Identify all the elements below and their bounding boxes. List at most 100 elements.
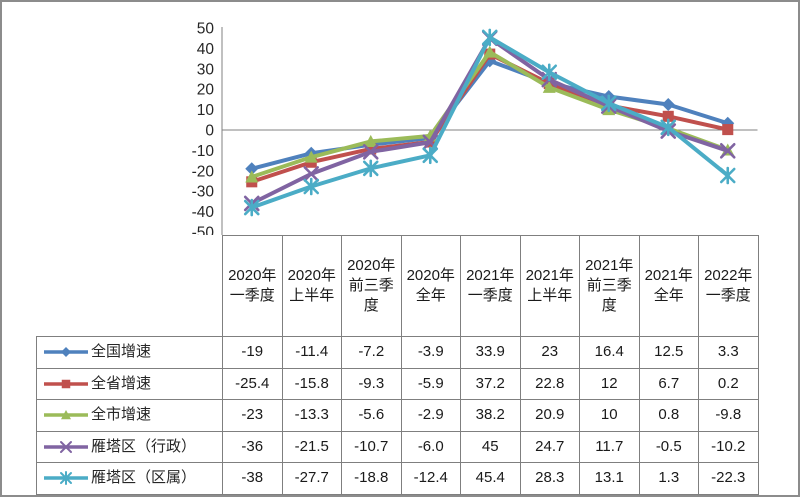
asterisk-marker-icon xyxy=(600,94,617,113)
value-cell: 45 xyxy=(460,430,521,463)
x-marker-icon xyxy=(362,144,379,160)
value-cell: -2.9 xyxy=(400,399,461,432)
value-cell: 37.2 xyxy=(460,367,521,400)
asterisk-marker-icon xyxy=(541,63,558,82)
value-cell: 1.3 xyxy=(638,462,699,495)
value-cell: -38 xyxy=(222,462,283,495)
y-axis-label: -10 xyxy=(192,143,215,160)
value-cell: -10.2 xyxy=(698,430,759,463)
value-cell: -10.7 xyxy=(341,430,402,463)
category-header-cell: 2021年前三季度 xyxy=(579,235,640,337)
triangle-marker-icon xyxy=(61,410,71,420)
value-cell: 20.9 xyxy=(519,399,580,432)
table-row: 全市增速 -23 -13.3 -5.6 -2.9 38.2 20.9 10 0.8 -9.8 xyxy=(36,399,759,432)
value-cell: -22.3 xyxy=(698,462,759,495)
category-header-cell: 2020年上半年 xyxy=(281,235,342,337)
asterisk-marker-icon xyxy=(719,166,736,185)
value-cell: -9.8 xyxy=(698,399,759,432)
asterisk-series-legend-icon xyxy=(44,471,88,486)
table-row: 全国增速 -19 -11.4 -7.2 -3.9 33.9 23 16.4 12.5 3.3 xyxy=(36,336,759,369)
series-name: 雁塔区（区属） xyxy=(91,469,197,487)
diamond-marker-icon xyxy=(721,116,735,130)
triangle-marker-icon xyxy=(483,45,497,58)
square-series-legend-icon xyxy=(44,379,88,388)
value-cell: -13.3 xyxy=(281,399,342,432)
x-marker-icon xyxy=(719,143,736,159)
diamond-marker-icon xyxy=(61,347,71,358)
y-axis-label: 0 xyxy=(205,123,214,140)
triangle-marker-icon xyxy=(245,170,259,183)
category-header-cell: 2021年上半年 xyxy=(519,235,580,337)
x-series-legend-icon xyxy=(44,440,88,453)
category-header-cell: 2020年全年 xyxy=(400,235,461,337)
value-cell: -5.9 xyxy=(400,367,461,400)
value-cell: 6.7 xyxy=(638,367,699,400)
square-marker-icon xyxy=(662,110,674,122)
series-name: 全市增速 xyxy=(91,406,152,424)
category-header-cell: 2021年全年 xyxy=(638,235,699,337)
value-cell: 24.7 xyxy=(519,430,580,463)
value-cell: -23 xyxy=(222,399,283,432)
legend-cell: 全省增速 xyxy=(36,367,223,400)
series-name: 全省增速 xyxy=(91,374,152,392)
triangle-marker-icon xyxy=(364,134,378,147)
table-header: 2020年一季度 2020年上半年 2020年前三季度 2020年全年 2021年一季度… xyxy=(37,235,759,337)
asterisk-marker-icon xyxy=(303,177,320,196)
category-header-row: 2020年一季度 2020年上半年 2020年前三季度 2020年全年 2021年一季度… xyxy=(37,235,759,337)
value-cell: -0.5 xyxy=(638,430,699,463)
diamond-marker-icon xyxy=(661,98,675,111)
value-cell: 3.3 xyxy=(698,336,759,369)
y-axis-label: -50 xyxy=(192,225,215,236)
triangle-marker-icon xyxy=(304,150,318,163)
asterisk-marker-icon xyxy=(660,118,677,137)
category-header-cell: 2021年一季度 xyxy=(460,235,521,337)
value-cell: 12 xyxy=(579,367,640,400)
value-cell: 16.4 xyxy=(579,336,640,369)
value-cell: -36 xyxy=(222,430,283,463)
series-name: 雁塔区（行政） xyxy=(91,437,197,455)
value-cell: -15.8 xyxy=(281,367,342,400)
y-axis-label: 50 xyxy=(197,21,215,38)
data-series xyxy=(246,48,734,188)
table-row: 雁塔区（区属） -38 -27.7 -18.8 -12.4 45.4 28.3 13.1 1.3… xyxy=(36,462,759,495)
value-cell: 13.1 xyxy=(579,462,640,495)
x-marker-icon xyxy=(60,440,72,453)
value-cell: 10 xyxy=(579,399,640,432)
asterisk-marker-icon xyxy=(243,198,260,217)
value-cell: 12.5 xyxy=(638,336,699,369)
value-cell: -11.4 xyxy=(281,336,342,369)
value-cell: 23 xyxy=(519,336,580,369)
value-cell: -12.4 xyxy=(400,462,461,495)
legend-cell: 雁塔区（区属） xyxy=(36,462,223,495)
value-cell: -7.2 xyxy=(341,336,402,369)
triangle-marker-icon xyxy=(542,80,556,93)
value-cell: 45.4 xyxy=(460,462,521,495)
diamond-marker-icon xyxy=(245,162,259,176)
value-cell: 0.2 xyxy=(698,367,759,400)
value-cell: -6.0 xyxy=(400,430,461,463)
triangle-series-legend-icon xyxy=(44,410,88,420)
y-axis-label: -30 xyxy=(192,184,215,201)
diamond-series-legend-icon xyxy=(44,347,88,358)
y-axis-label: -20 xyxy=(192,163,215,180)
data-series xyxy=(243,28,736,217)
y-axis-label: 30 xyxy=(197,61,215,78)
value-cell: -3.9 xyxy=(400,336,461,369)
value-cell: -21.5 xyxy=(281,430,342,463)
y-axis-label: 20 xyxy=(197,82,215,99)
table-body: 全国增速 -19 -11.4 -7.2 -3.9 33.9 23 16.4 12.5 3.3 全省增… xyxy=(36,336,759,495)
legend-cell: 全市增速 xyxy=(36,399,223,432)
asterisk-marker-icon xyxy=(481,28,498,47)
value-cell: -19 xyxy=(222,336,283,369)
square-marker-icon xyxy=(61,379,71,388)
square-marker-icon xyxy=(365,143,377,155)
value-cell: 11.7 xyxy=(579,430,640,463)
legend-cell: 全国增速 xyxy=(36,336,223,369)
value-cell: -5.6 xyxy=(341,399,402,432)
asterisk-marker-icon xyxy=(422,146,439,165)
square-marker-icon xyxy=(722,124,734,136)
y-axis-label: 10 xyxy=(197,102,215,119)
value-cell: 38.2 xyxy=(460,399,521,432)
data-table: 2020年一季度 2020年上半年 2020年前三季度 2020年全年 2021年一季度… xyxy=(36,235,759,495)
